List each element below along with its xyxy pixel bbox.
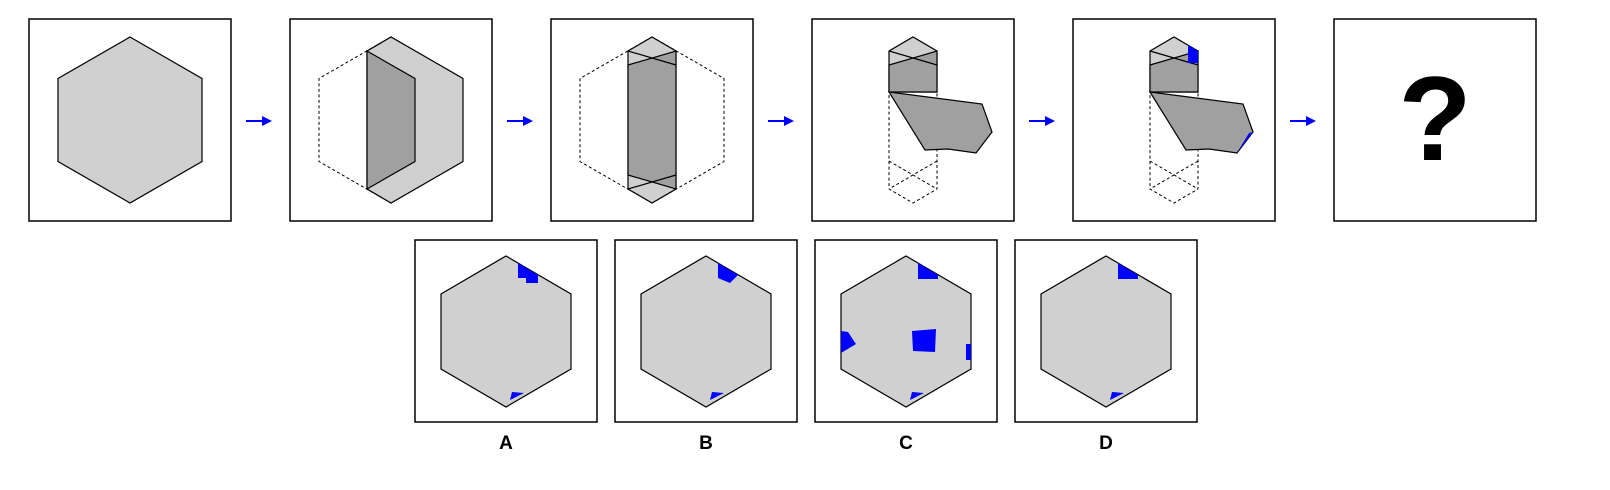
folded-flap <box>627 50 677 190</box>
option-b[interactable]: B <box>614 239 798 454</box>
marker-triangle <box>510 392 524 400</box>
right-arrow-icon <box>1290 116 1316 126</box>
right-arrow-icon <box>768 116 794 126</box>
marker-triangle <box>710 392 724 400</box>
option-label: A <box>499 433 513 454</box>
hexagon-paper <box>640 255 772 408</box>
folded-flap <box>366 49 416 191</box>
option-label: C <box>899 433 913 454</box>
right-arrow-icon <box>246 116 272 126</box>
marker-square <box>718 263 738 283</box>
marker-triangle <box>1110 392 1124 400</box>
question-mark-icon: ? <box>1398 52 1471 186</box>
option-label: D <box>1099 433 1113 454</box>
hexagon-paper <box>840 255 972 408</box>
marker-square <box>518 263 538 283</box>
step-4-panel <box>811 18 1015 222</box>
marker-square <box>1118 263 1138 279</box>
option-c[interactable]: C <box>814 239 998 454</box>
question-panel: ? <box>1333 18 1537 222</box>
marker-triangle <box>910 392 924 400</box>
marker-square <box>918 263 938 279</box>
option-label: B <box>699 433 713 454</box>
hexagon-paper <box>1040 255 1172 408</box>
right-arrow-icon <box>1029 116 1055 126</box>
folded-strip <box>887 91 993 154</box>
step-1-panel <box>28 18 232 222</box>
option-d[interactable]: D <box>1014 239 1198 454</box>
step-5-panel <box>1072 18 1276 222</box>
marker-triangle <box>1237 132 1253 153</box>
option-a[interactable]: A <box>414 239 598 454</box>
step-2-panel <box>289 18 493 222</box>
right-arrow-icon <box>507 116 533 126</box>
marker-square <box>841 331 856 353</box>
marker-square <box>966 344 971 360</box>
marker-square <box>912 329 936 352</box>
step-3-panel <box>550 18 754 222</box>
hexagon-paper <box>57 36 203 204</box>
marker-square <box>1188 45 1198 63</box>
hexagon-paper <box>440 255 572 408</box>
